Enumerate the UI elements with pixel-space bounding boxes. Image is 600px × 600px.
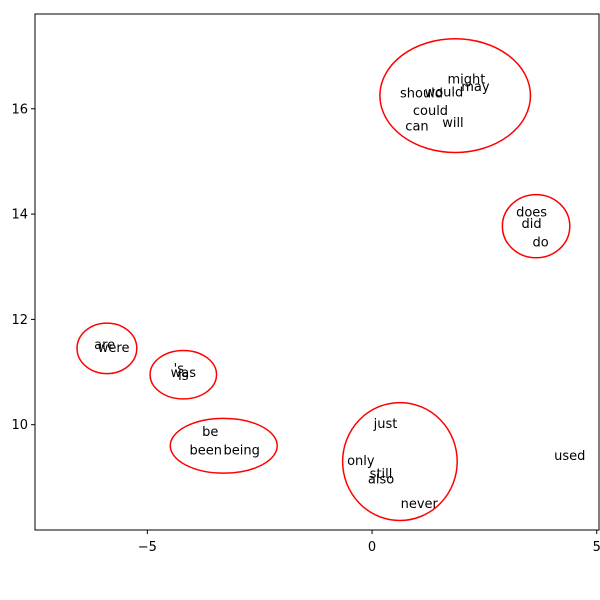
word-label: are <box>94 338 115 353</box>
y-axis: 10 12 14 16 <box>11 102 35 433</box>
word-label: do <box>532 236 548 251</box>
word-label: never <box>401 497 439 512</box>
cluster-ellipse-5 <box>169 417 278 474</box>
word-label: should <box>400 87 443 102</box>
word-label: used <box>554 449 585 464</box>
word-label: did <box>522 217 542 232</box>
y-tick-label: 12 <box>11 313 28 328</box>
cluster-ellipse-4 <box>149 349 218 400</box>
y-tick-label: 16 <box>11 102 28 117</box>
word-label: is <box>178 369 189 384</box>
word-label: may <box>461 80 490 95</box>
cluster-ellipse-2 <box>501 193 571 259</box>
word-label: will <box>442 116 463 131</box>
x-tick-label: −5 <box>138 540 157 555</box>
word-label: was <box>171 366 197 381</box>
word-label: might <box>447 72 485 87</box>
word-label: still <box>370 467 393 482</box>
cluster-outlines <box>76 37 571 522</box>
axes-frame <box>34 13 600 531</box>
x-axis: −5 0 5 <box>138 530 600 555</box>
word-label: can <box>405 120 428 135</box>
x-tick-label: 0 <box>368 540 376 555</box>
word-label: could <box>413 104 448 119</box>
y-tick-label: 10 <box>11 418 28 433</box>
x-tick-label: 5 <box>593 540 600 555</box>
word-label: only <box>347 454 375 469</box>
word-label: would <box>425 85 464 100</box>
cluster-ellipse-3 <box>76 322 138 375</box>
cluster-ellipse-1 <box>379 37 532 154</box>
y-tick-label: 14 <box>11 208 28 223</box>
word-label: been <box>190 444 223 459</box>
cluster-ellipse-6 <box>341 401 458 522</box>
word-label: being <box>224 444 260 459</box>
word-label: does <box>516 206 547 221</box>
word-label: be <box>202 425 218 440</box>
word-label: 's <box>174 362 185 377</box>
word-label: just <box>373 417 398 432</box>
word-label: also <box>368 472 394 487</box>
word-label: were <box>98 341 130 356</box>
